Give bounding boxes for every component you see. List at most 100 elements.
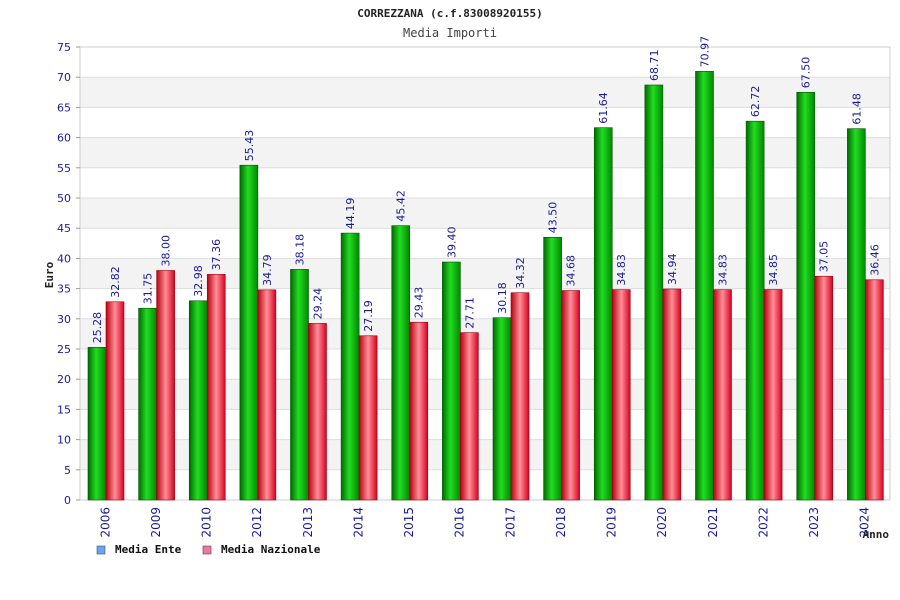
x-tick-label: 2006 <box>98 507 112 538</box>
y-tick-label: 25 <box>57 343 71 356</box>
y-tick-label: 60 <box>57 132 71 145</box>
x-tick-label: 2012 <box>250 507 264 538</box>
bar-media-ente <box>239 164 259 501</box>
chart-subtitle: Media Importi <box>403 26 497 40</box>
data-label: 34.83 <box>717 254 730 286</box>
data-label: 45.42 <box>395 190 408 222</box>
y-tick-label: 0 <box>64 494 71 507</box>
grid-band <box>80 137 890 168</box>
y-axis: 0 5 10 15 20 25 30 35 40 45 50 55 60 65 70 75 <box>57 41 80 507</box>
grid-band <box>80 77 890 108</box>
bar-media-nazionale <box>409 321 429 501</box>
data-label: 36.46 <box>868 244 881 276</box>
data-label: 43.50 <box>547 202 560 234</box>
bar-media-ente <box>593 127 613 501</box>
data-label: 34.83 <box>615 254 628 286</box>
x-tick-label: 2013 <box>301 507 315 538</box>
y-tick-label: 50 <box>57 192 71 205</box>
data-label: 31.75 <box>142 273 155 305</box>
bar-media-ente <box>644 84 664 501</box>
x-axis-label: Anno <box>863 528 890 541</box>
y-tick-label: 35 <box>57 283 71 296</box>
bar-media-nazionale <box>763 289 783 501</box>
bar-media-nazionale <box>561 290 580 501</box>
y-tick-label: 15 <box>57 403 71 416</box>
bar-media-ente <box>87 347 107 501</box>
data-label: 39.40 <box>445 227 458 259</box>
data-label: 34.68 <box>565 255 578 287</box>
data-label: 67.50 <box>800 57 813 89</box>
x-tick-label: 2023 <box>807 507 821 538</box>
x-tick-label: 2016 <box>453 507 467 538</box>
data-label: 37.05 <box>818 241 831 273</box>
bar-media-ente <box>188 300 208 501</box>
legend: Media Ente Media Nazionale <box>96 543 321 556</box>
y-tick-label: 75 <box>57 41 71 54</box>
y-tick-label: 20 <box>57 373 71 386</box>
x-tick-label: 2024 <box>858 507 872 538</box>
bar-media-nazionale <box>713 289 732 501</box>
bar-media-nazionale <box>662 288 682 501</box>
data-label: 61.48 <box>850 93 863 125</box>
bar-media-nazionale <box>156 270 175 501</box>
bar-media-nazionale <box>611 289 631 501</box>
y-tick-label: 40 <box>57 252 71 265</box>
data-label: 29.24 <box>312 288 325 320</box>
bar-media-nazionale <box>814 275 834 501</box>
data-label: 38.00 <box>160 235 173 267</box>
bar-media-ente <box>138 307 157 501</box>
bar-media-nazionale <box>358 335 378 501</box>
x-axis: 2006 2009 2010 2012 2013 2014 2015 2016 2017 2018… <box>98 507 871 538</box>
data-label: 61.64 <box>597 92 610 124</box>
data-label: 44.19 <box>344 198 357 230</box>
y-tick-label: 30 <box>57 313 71 326</box>
data-label: 27.19 <box>362 300 375 332</box>
bar-media-ente <box>442 261 461 501</box>
x-tick-label: 2022 <box>756 507 770 538</box>
x-tick-label: 2021 <box>706 507 720 538</box>
data-label: 34.32 <box>514 257 527 289</box>
grid-band <box>80 198 890 229</box>
bars: 25.28 32.82 31.75 38.00 32.98 37.36 55.43 34.79… <box>87 36 884 501</box>
x-tick-label: 2018 <box>554 507 568 538</box>
data-label: 27.71 <box>463 297 476 329</box>
legend-swatch-media-nazionale <box>202 545 212 555</box>
data-label: 38.18 <box>294 234 307 266</box>
y-tick-label: 10 <box>57 434 71 447</box>
y-axis-label: Euro <box>43 261 56 288</box>
y-tick-label: 45 <box>57 222 71 235</box>
data-label: 34.85 <box>767 254 780 286</box>
bar-media-nazionale <box>206 274 226 501</box>
bar-media-nazionale <box>510 292 530 501</box>
data-label: 70.97 <box>699 36 712 68</box>
x-tick-label: 2019 <box>605 507 619 538</box>
y-tick-label: 65 <box>57 101 71 114</box>
legend-label-media-ente: Media Ente <box>115 543 182 556</box>
data-label: 55.43 <box>243 130 256 162</box>
data-label: 29.43 <box>413 287 426 319</box>
data-label: 62.72 <box>749 86 762 118</box>
bar-media-ente <box>492 317 512 501</box>
bar-media-ente <box>695 71 714 501</box>
y-tick-label: 5 <box>64 464 71 477</box>
y-tick-label: 55 <box>57 162 71 175</box>
data-label: 34.79 <box>261 254 274 286</box>
bar-media-ente <box>543 236 562 501</box>
x-tick-label: 2009 <box>149 507 163 538</box>
data-label: 37.36 <box>210 239 223 271</box>
bar-media-nazionale <box>865 279 884 501</box>
data-label: 34.94 <box>666 253 679 285</box>
legend-swatch-media-ente <box>96 545 106 555</box>
legend-label-media-nazionale: Media Nazionale <box>221 543 321 556</box>
bar-media-ente <box>391 225 411 501</box>
bar-media-ente <box>847 128 866 501</box>
bar-media-ente <box>340 232 360 501</box>
bar-media-ente <box>290 269 309 501</box>
bar-media-nazionale <box>308 323 327 501</box>
x-tick-label: 2014 <box>351 507 365 538</box>
x-tick-label: 2015 <box>402 507 416 538</box>
y-tick-label: 70 <box>57 71 71 84</box>
bar-media-ente <box>745 120 765 501</box>
x-tick-label: 2020 <box>655 507 669 538</box>
